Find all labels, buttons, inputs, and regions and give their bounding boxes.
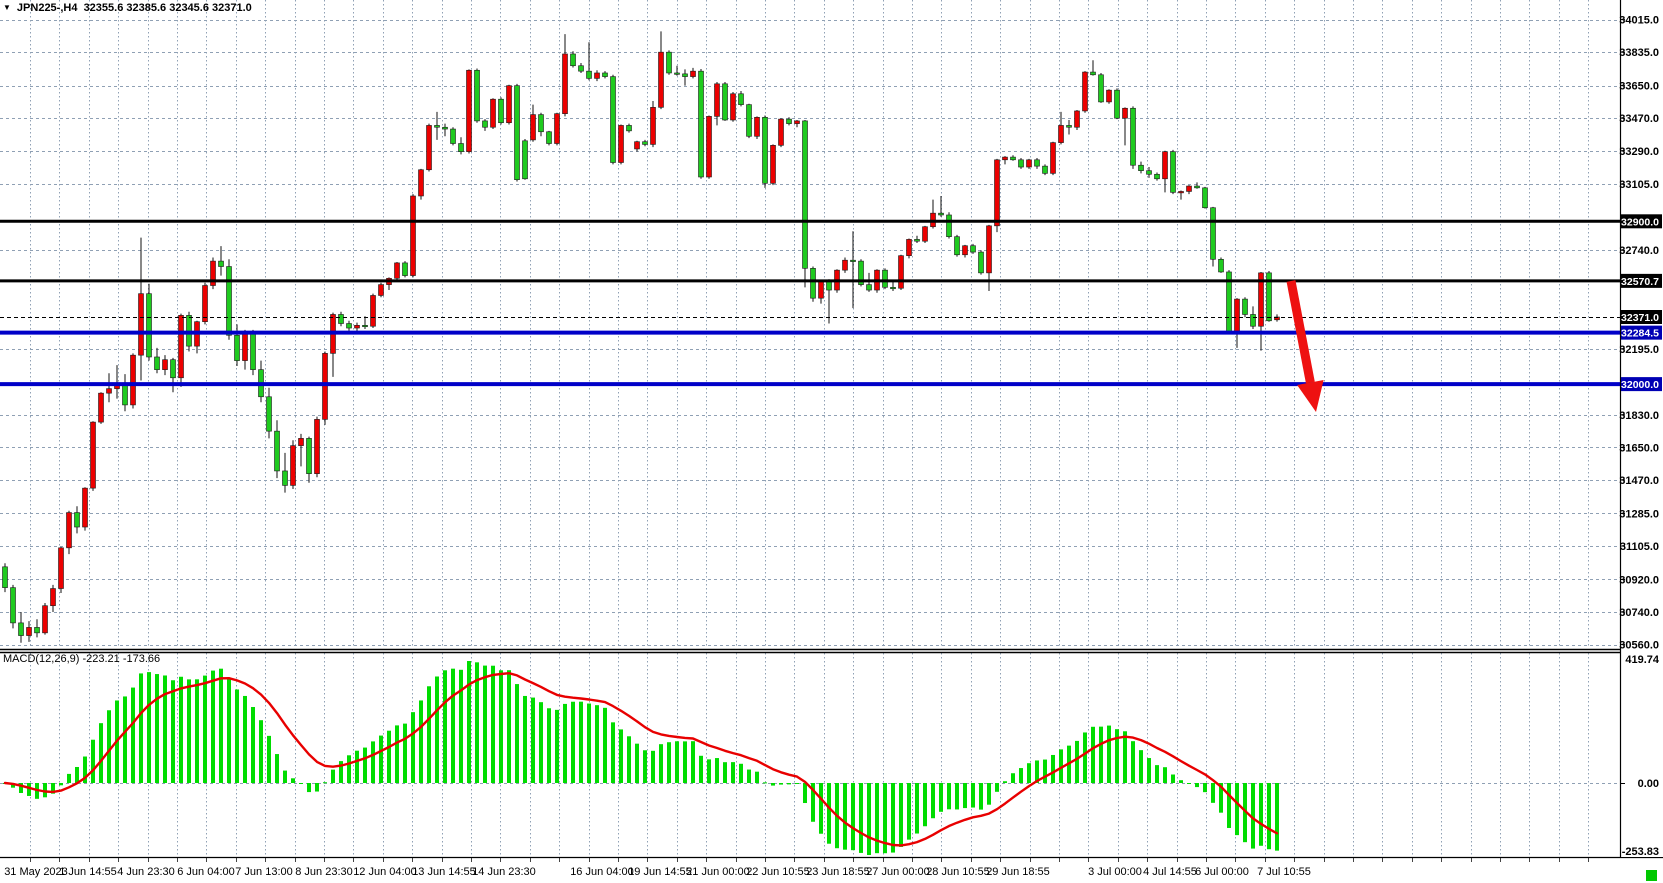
symbol-info-bar: ▼ JPN225-,H4 32355.6 32385.6 32345.6 323… — [3, 1, 252, 14]
panel-borders — [0, 0, 1663, 859]
svg-text:7 Jun 13:00: 7 Jun 13:00 — [235, 866, 293, 878]
svg-text:30560.0: 30560.0 — [1619, 640, 1659, 652]
svg-text:14 Jun 23:30: 14 Jun 23:30 — [472, 866, 536, 878]
svg-text:32195.0: 32195.0 — [1619, 344, 1659, 356]
macd-indicator-label: MACD(12,26,9) -223.21 -173.66 — [3, 653, 161, 665]
svg-text:22 Jun 10:55: 22 Jun 10:55 — [746, 866, 810, 878]
svg-text:27 Jun 00:00: 27 Jun 00:00 — [866, 866, 930, 878]
svg-text:4 Jul 14:55: 4 Jul 14:55 — [1143, 866, 1197, 878]
svg-text:33835.0: 33835.0 — [1619, 47, 1659, 59]
svg-text:32900.0: 32900.0 — [1621, 216, 1659, 228]
svg-text:31470.0: 31470.0 — [1619, 475, 1659, 487]
svg-text:3 Jul 00:00: 3 Jul 00:00 — [1088, 866, 1142, 878]
svg-text:0.00: 0.00 — [1638, 778, 1659, 790]
svg-text:28 Jun 10:55: 28 Jun 10:55 — [926, 866, 990, 878]
svg-text:32284.5: 32284.5 — [1621, 328, 1659, 340]
svg-text:23 Jun 18:55: 23 Jun 18:55 — [806, 866, 870, 878]
svg-text:33650.0: 33650.0 — [1619, 81, 1659, 93]
svg-text:32371.0: 32371.0 — [1621, 312, 1659, 324]
svg-text:33470.0: 33470.0 — [1619, 113, 1659, 125]
svg-text:32570.7: 32570.7 — [1621, 276, 1659, 288]
symbol-dropdown-icon[interactable]: ▼ — [3, 2, 11, 12]
horizontal-level-lines[interactable] — [0, 219, 1620, 387]
svg-text:6 Jul 00:00: 6 Jul 00:00 — [1195, 866, 1249, 878]
svg-text:29 Jun 18:55: 29 Jun 18:55 — [986, 866, 1050, 878]
svg-text:33290.0: 33290.0 — [1619, 146, 1659, 158]
connection-status-icon — [1646, 870, 1657, 881]
svg-text:-253.83: -253.83 — [1622, 846, 1659, 858]
svg-text:13 Jun 14:55: 13 Jun 14:55 — [412, 866, 476, 878]
macd-histogram — [3, 661, 1279, 855]
grid-lines — [0, 0, 1620, 862]
macd-axis: 419.74 0.00 -253.83 — [1620, 654, 1660, 858]
svg-text:12 Jun 04:00: 12 Jun 04:00 — [353, 866, 417, 878]
macd-signal-line — [3, 672, 1279, 847]
trend-arrow[interactable] — [1286, 280, 1324, 412]
svg-text:31285.0: 31285.0 — [1619, 508, 1659, 520]
svg-text:21 Jun 00:00: 21 Jun 00:00 — [686, 866, 750, 878]
svg-text:34015.0: 34015.0 — [1619, 15, 1659, 27]
candlesticks — [2, 31, 1280, 643]
svg-text:6 Jun 04:00: 6 Jun 04:00 — [177, 866, 235, 878]
svg-text:1 Jun 14:55: 1 Jun 14:55 — [59, 866, 117, 878]
svg-text:8 Jun 23:30: 8 Jun 23:30 — [295, 866, 353, 878]
svg-text:31 May 2023: 31 May 2023 — [4, 866, 68, 878]
svg-text:31105.0: 31105.0 — [1620, 541, 1659, 553]
svg-text:31830.0: 31830.0 — [1619, 410, 1659, 422]
svg-text:33105.0: 33105.0 — [1619, 179, 1659, 191]
price-axis: 34015.0 33835.0 33650.0 33470.0 33290.0 33105… — [1619, 15, 1662, 652]
svg-text:32740.0: 32740.0 — [1619, 245, 1659, 257]
symbol-ohlc-text: JPN225-,H4 32355.6 32385.6 32345.6 32371… — [16, 1, 252, 14]
svg-text:19 Jun 14:55: 19 Jun 14:55 — [628, 866, 692, 878]
svg-text:31650.0: 31650.0 — [1619, 442, 1659, 454]
svg-text:16 Jun 04:00: 16 Jun 04:00 — [570, 866, 634, 878]
svg-text:30740.0: 30740.0 — [1619, 607, 1659, 619]
svg-text:30920.0: 30920.0 — [1619, 574, 1659, 586]
svg-text:4 Jun 23:30: 4 Jun 23:30 — [117, 866, 175, 878]
svg-text:7 Jul 10:55: 7 Jul 10:55 — [1257, 866, 1311, 878]
svg-text:419.74: 419.74 — [1625, 654, 1660, 666]
svg-text:32000.0: 32000.0 — [1621, 379, 1659, 391]
